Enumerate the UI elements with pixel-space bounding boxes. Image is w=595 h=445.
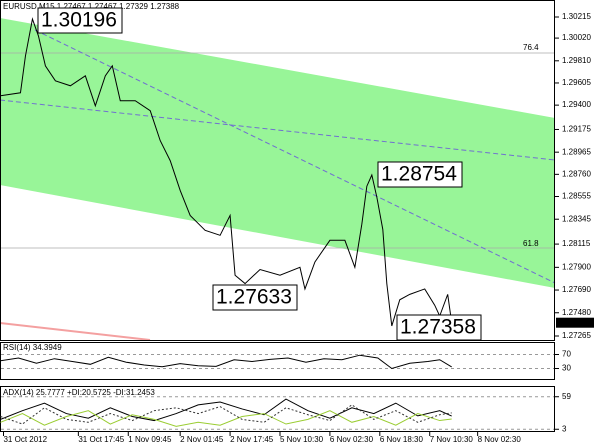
trend-line bbox=[0, 99, 556, 161]
y-tick-label: 1.28345 bbox=[562, 214, 591, 223]
y-tick-label: 30 bbox=[562, 364, 571, 373]
current-price-box bbox=[556, 317, 594, 328]
y-tick-label: 1.28760 bbox=[562, 169, 591, 178]
x-tick-label: 6 Nov 02:30 bbox=[330, 435, 374, 444]
series-line bbox=[0, 17, 453, 327]
y-tick-label: 1.27265 bbox=[562, 331, 591, 340]
chart-title: EURUSD,M15 1.27467 1.27467 1.27329 1.273… bbox=[3, 2, 180, 11]
level-label: 76.4 bbox=[523, 43, 539, 52]
y-tick-label: 1.27480 bbox=[562, 308, 591, 317]
annotation-box bbox=[37, 7, 123, 34]
x-tick-label: 2 Nov 01:45 bbox=[180, 435, 224, 444]
series-line bbox=[0, 398, 452, 422]
trend-line bbox=[0, 322, 151, 341]
frame bbox=[0, 386, 555, 432]
annotation: 1.30196 bbox=[41, 9, 117, 32]
y-tick-label: 1.27900 bbox=[562, 262, 591, 271]
y-tick-label: 1.30020 bbox=[562, 33, 591, 42]
y-tick-label: 1.29400 bbox=[562, 100, 591, 109]
regression-channel bbox=[0, 18, 555, 288]
annotation: 1.27633 bbox=[216, 286, 292, 309]
y-tick-label: 1.29175 bbox=[562, 125, 591, 134]
y-tick-label: 1.28965 bbox=[562, 147, 591, 156]
y-tick-label: 1.27690 bbox=[562, 285, 591, 294]
y-tick-label: 1.29810 bbox=[562, 56, 591, 65]
x-tick-label: 1 Nov 09:45 bbox=[128, 435, 172, 444]
y-tick-label: 1.29605 bbox=[562, 78, 591, 87]
x-tick-label: 7 Nov 10:30 bbox=[430, 435, 474, 444]
current-price-label: 1.27388 bbox=[559, 318, 588, 327]
series-line bbox=[0, 410, 452, 427]
x-tick-label: 8 Nov 02:30 bbox=[478, 435, 522, 444]
series-line bbox=[0, 354, 452, 370]
frame bbox=[0, 342, 555, 380]
x-tick-label: 31 Oct 2012 bbox=[3, 435, 47, 444]
series-line bbox=[0, 404, 452, 425]
annotation: 1.27358 bbox=[400, 316, 476, 339]
y-tick-label: 3 bbox=[562, 424, 567, 433]
annotation-box bbox=[396, 314, 482, 341]
y-tick-label: 1.28555 bbox=[562, 192, 591, 201]
x-tick-label: 6 Nov 18:30 bbox=[380, 435, 424, 444]
annotation-box bbox=[212, 284, 298, 311]
trend-line bbox=[34, 29, 556, 284]
y-tick-label: 59 bbox=[562, 392, 571, 401]
annotation: 1.28754 bbox=[381, 163, 457, 186]
y-tick-label: 1.28115 bbox=[562, 239, 591, 248]
frame bbox=[0, 0, 555, 341]
x-tick-label: 31 Oct 17:45 bbox=[78, 435, 124, 444]
y-tick-label: 1.30215 bbox=[562, 12, 591, 21]
y-tick-label: 70 bbox=[562, 350, 571, 359]
annotation-box bbox=[377, 161, 463, 188]
panel-title: ADX(14) 25.7777 +DI:20.5725 -DI:31.2453 bbox=[3, 388, 155, 397]
level-label: 61.8 bbox=[523, 239, 539, 248]
x-tick-label: 5 Nov 10:30 bbox=[280, 435, 324, 444]
x-tick-label: 2 Nov 17:45 bbox=[230, 435, 274, 444]
panel-title: RSI(14) 34.3949 bbox=[3, 343, 62, 352]
